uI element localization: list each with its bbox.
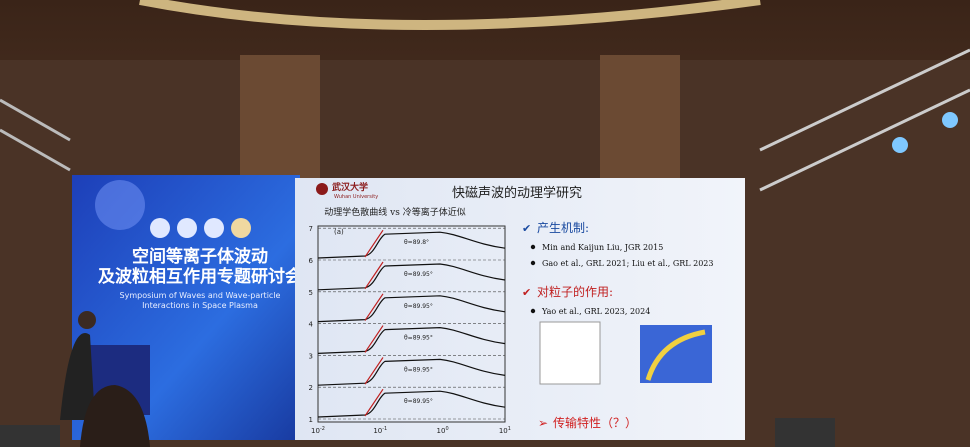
slide-text: ✔ 产生机制: Min and Kaijun Liu, JGR 2015 Gao et… [522,221,713,316]
planet [95,180,145,230]
banner-title: 及波粒相互作用专题研讨会 [98,266,302,287]
bullet [530,244,536,250]
dispersion-curve [317,231,506,259]
x-tick-base: 10 [499,427,508,435]
y-tick-label: 3 [309,352,313,360]
cold-plasma-curve [364,293,384,321]
cold-plasma-curve [364,261,384,290]
dispersion-curve [317,263,506,291]
x-tick-exp: -1 [382,426,387,432]
curve-label: θ=89.95° [404,303,433,310]
speaker-box [775,418,835,447]
section-mark: ✔ [522,286,531,299]
truss [759,48,970,192]
dispersion-curve [317,358,506,386]
inset-figure [539,321,601,385]
plot-panel: (a) [334,228,344,236]
speaker [60,333,95,420]
logo [231,218,251,238]
cold-plasma-curve [364,229,384,258]
section-mark: ✔ [522,222,531,235]
y-tick-label: 2 [309,384,313,392]
stage-light [942,112,958,128]
x-tick-label: 10-2 [311,426,325,435]
wall-panel [240,55,320,180]
truss [0,98,71,172]
x-tick-label: 100 [437,426,449,435]
x-tick-base: 10 [311,427,320,435]
slide-bottom: 传输特性（？） [553,415,637,430]
y-tick-label: 1 [309,416,313,424]
logo [177,218,197,238]
slide [295,178,745,440]
reference: Yao et al., GRL 2023, 2024 [541,307,650,316]
speaker-box [0,425,60,447]
banner-title: 空间等离子体波动 [132,246,268,267]
curve-label: θ=89.95° [404,335,433,342]
inset-band [645,329,706,381]
dispersion-curve [317,295,506,323]
y-tick-label: 4 [309,321,314,329]
audience-head [80,385,150,447]
plot-frame [317,225,506,423]
banner-subtitle: Interactions in Space Plasma [142,301,258,310]
cold-plasma-curve [364,325,384,353]
x-tick-exp: 0 [445,426,448,432]
curve-label: θ=89.95° [404,366,433,373]
plot-caption: 动理学色散曲线 vs 冷等离子体近似 [324,206,465,218]
bullet [530,260,536,266]
y-tick-label: 7 [309,225,313,233]
logo-en: Wuhan University [334,194,378,200]
bullet-arrow: ➢ [538,416,548,430]
slide-logo [316,183,328,195]
cold-plasma-curve [364,388,384,417]
x-tick-base: 10 [437,427,446,435]
wall-panel [600,55,680,180]
dispersion-curve [317,326,506,354]
y-tick-label: 6 [309,257,314,265]
x-tick-exp: 1 [508,426,511,432]
slide-title: 快磁声波的动理学研究 [452,185,582,201]
x-tick-base: 10 [373,427,382,435]
section-heading: 对粒子的作用: [537,284,613,299]
curve-label: θ=89.95° [404,398,433,405]
chandelier [139,0,761,30]
x-tick-label: 10-1 [373,426,387,435]
section-heading: 产生机制: [537,221,589,235]
banner-subtitle: Symposium of Waves and Wave-particle [120,291,281,300]
logo [150,218,170,238]
x-tick-label: 101 [499,426,511,435]
y-tick-label: 5 [309,289,313,297]
stage-light [892,137,908,153]
cold-plasma-curve [364,357,384,385]
bullet [530,308,536,314]
curve-label: θ=89.8° [404,239,429,246]
logo [204,218,224,238]
logo-cn: 武汉大学 [332,181,368,193]
curve-label: θ=89.95° [404,271,433,278]
speaker-head [78,311,96,329]
reference: Min and Kaijun Liu, JGR 2015 [542,243,663,252]
reference: Gao et al., GRL 2021; Liu et al., GRL 20… [542,259,713,268]
x-tick-exp: -2 [320,426,325,432]
dispersion-curve [317,390,506,418]
